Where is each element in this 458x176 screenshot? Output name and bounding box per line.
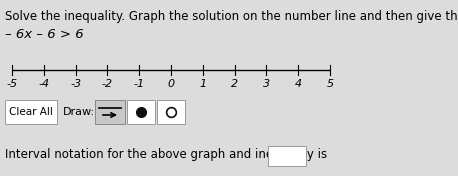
Text: -3: -3: [70, 79, 81, 89]
FancyBboxPatch shape: [268, 146, 306, 166]
Text: 0: 0: [168, 79, 174, 89]
Text: 1: 1: [199, 79, 207, 89]
Text: 3: 3: [263, 79, 270, 89]
Text: Draw:: Draw:: [63, 107, 95, 117]
Text: -5: -5: [6, 79, 17, 89]
Text: -1: -1: [134, 79, 145, 89]
Text: -2: -2: [102, 79, 113, 89]
FancyBboxPatch shape: [95, 100, 125, 124]
FancyBboxPatch shape: [157, 100, 185, 124]
Text: Solve the inequality. Graph the solution on the number line and then give the an: Solve the inequality. Graph the solution…: [5, 10, 458, 23]
Text: – 6x – 6 > 6: – 6x – 6 > 6: [5, 28, 84, 41]
Text: Clear All: Clear All: [9, 107, 53, 117]
Text: 2: 2: [231, 79, 238, 89]
Text: 4: 4: [294, 79, 302, 89]
Text: -4: -4: [38, 79, 49, 89]
FancyBboxPatch shape: [127, 100, 155, 124]
Text: Interval notation for the above graph and inequality is: Interval notation for the above graph an…: [5, 148, 327, 161]
Text: 5: 5: [327, 79, 333, 89]
FancyBboxPatch shape: [5, 100, 57, 124]
